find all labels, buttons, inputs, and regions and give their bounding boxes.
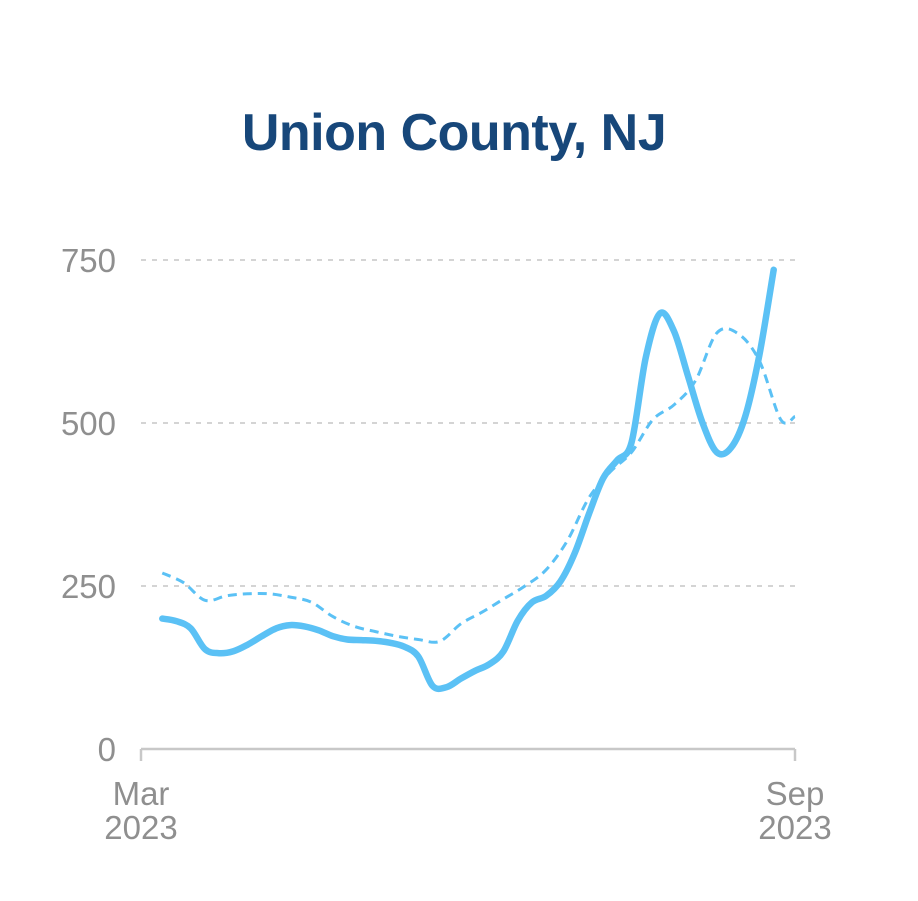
series-line-dashed	[161, 327, 796, 644]
series-line-solid	[159, 266, 777, 693]
y-tick-label-0: 0	[98, 731, 116, 768]
y-axis-ticks: 0 250 500 750	[61, 242, 116, 768]
y-tick-label-250: 250	[61, 568, 116, 605]
grid-lines	[141, 259, 795, 587]
chart-title: Union County, NJ	[241, 104, 667, 162]
x-axis-ticks: Mar 2023 Sep 2023	[104, 775, 831, 846]
series-lines	[159, 266, 796, 693]
y-tick-label-750: 750	[61, 242, 116, 279]
x-tick-label: Mar 2023	[104, 775, 177, 846]
x-tick-label: Sep 2023	[758, 775, 831, 846]
y-tick-label-500: 500	[61, 405, 116, 442]
x-axis	[139, 747, 797, 761]
